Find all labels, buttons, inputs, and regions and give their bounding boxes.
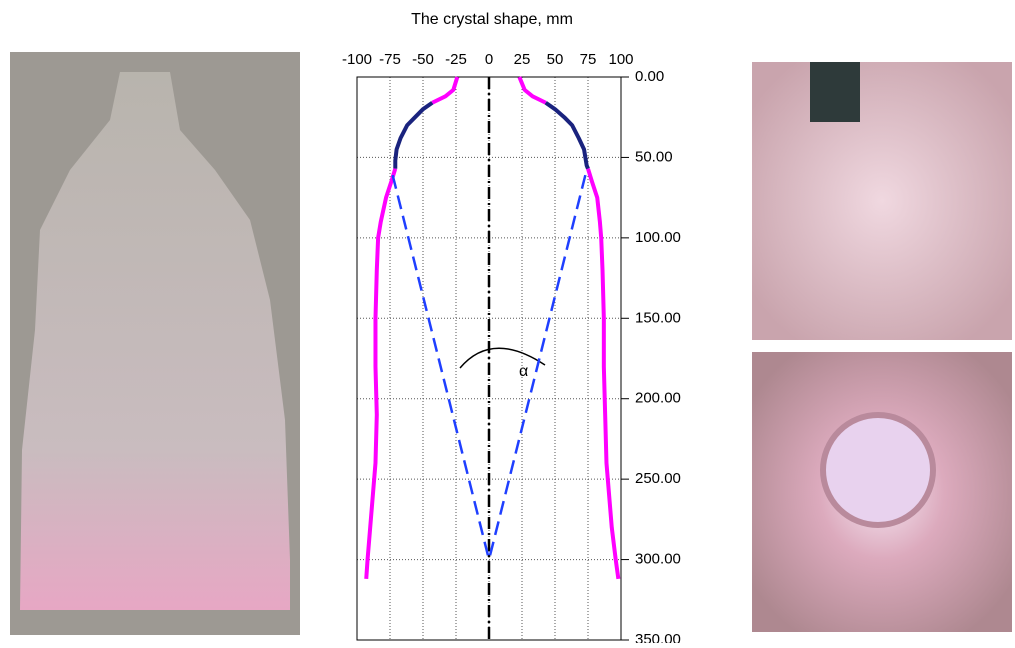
profile-line	[395, 103, 432, 169]
seed-ring	[823, 415, 933, 525]
page: {"chart_data": { "type": "line", "title"…	[0, 0, 1015, 648]
y-tick-label: 50.00	[635, 148, 673, 165]
angle-arc	[460, 348, 545, 368]
profile-line	[546, 103, 588, 169]
x-tick-label: -25	[445, 51, 467, 68]
x-tick-label: 100	[608, 51, 633, 68]
x-tick-label: 75	[580, 51, 597, 68]
dashed-line	[393, 175, 489, 559]
figure: The crystal shape, mm α -100 -75 -50 -25 0 25…	[0, 0, 1015, 643]
dashed-line	[489, 175, 585, 559]
y-tick-label: 250.00	[635, 470, 681, 487]
y-tick-label: 0.00	[635, 68, 664, 85]
y-tick-label: 150.00	[635, 309, 681, 326]
photo-crystal-top	[752, 62, 1012, 340]
profile-line	[432, 77, 457, 103]
seed-rod	[810, 62, 860, 122]
profile-line	[519, 77, 545, 103]
x-tick-label: 25	[514, 51, 531, 68]
y-tick-label: 300.00	[635, 551, 681, 568]
x-tick-label: -100	[342, 51, 372, 68]
profile-line	[588, 169, 618, 579]
y-tick-label: 200.00	[635, 390, 681, 407]
x-tick-label: -75	[379, 51, 401, 68]
chart-title: The crystal shape, mm	[411, 11, 573, 28]
y-tick-label: 100.00	[635, 229, 681, 246]
profile-line	[366, 169, 395, 579]
x-tick-label: 0	[485, 51, 493, 68]
x-tick-label: -50	[412, 51, 434, 68]
x-tick-label: 50	[547, 51, 564, 68]
y-tick-label: 350.00	[635, 631, 681, 643]
angle-label: α	[519, 363, 528, 380]
